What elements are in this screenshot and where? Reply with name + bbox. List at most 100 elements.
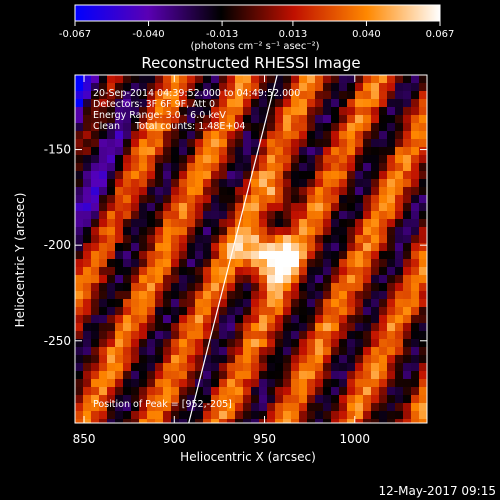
heatmap-cell xyxy=(363,363,372,372)
heatmap-cell xyxy=(163,115,172,124)
heatmap-cell xyxy=(251,419,260,423)
heatmap-cell xyxy=(219,379,228,388)
heatmap-cell xyxy=(91,139,100,148)
heatmap-cell xyxy=(347,179,356,188)
heatmap-cell xyxy=(139,179,148,188)
heatmap-cell xyxy=(339,251,348,260)
heatmap-cell xyxy=(155,123,164,132)
heatmap-cell xyxy=(163,339,172,348)
heatmap-cell xyxy=(163,235,172,244)
heatmap-cell xyxy=(291,195,300,204)
heatmap-cell xyxy=(83,307,92,316)
heatmap-cell xyxy=(179,403,188,412)
heatmap-cell xyxy=(227,371,236,380)
heatmap-cell xyxy=(371,235,380,244)
heatmap-cell xyxy=(243,379,252,388)
heatmap-cell xyxy=(131,275,140,284)
heatmap-cell xyxy=(243,243,252,252)
heatmap-cell xyxy=(347,115,356,124)
heatmap-cell xyxy=(195,83,204,92)
heatmap-cell xyxy=(315,411,324,420)
heatmap-cell xyxy=(355,339,364,348)
heatmap-cell xyxy=(219,139,228,148)
heatmap-cell xyxy=(235,163,244,172)
heatmap-cell xyxy=(139,99,148,108)
heatmap-cell xyxy=(179,379,188,388)
info-block: 20-Sep-2014 04:39:52.000 to 04:49:52.000… xyxy=(93,88,300,132)
heatmap-cell xyxy=(91,91,100,100)
heatmap-cell xyxy=(163,331,172,340)
heatmap-cell xyxy=(419,363,427,372)
heatmap-cell xyxy=(99,283,108,292)
heatmap-cell xyxy=(243,411,252,420)
heatmap-cell xyxy=(227,203,236,212)
heatmap-cell xyxy=(219,347,228,356)
heatmap-cell xyxy=(283,379,292,388)
heatmap-cell xyxy=(283,139,292,148)
heatmap-cell xyxy=(331,251,340,260)
heatmap-cell xyxy=(371,403,380,412)
heatmap-cell xyxy=(235,315,244,324)
heatmap-cell xyxy=(115,155,124,164)
heatmap-cell xyxy=(387,371,396,380)
heatmap-cell xyxy=(267,291,276,300)
heatmap-cell xyxy=(91,355,100,364)
colorbar-tick-label: -0.067 xyxy=(59,29,91,40)
heatmap-cell xyxy=(131,179,140,188)
heatmap-cell xyxy=(299,339,308,348)
heatmap-cell xyxy=(235,147,244,156)
heatmap-cell xyxy=(115,251,124,260)
heatmap-cell xyxy=(347,315,356,324)
heatmap-cell xyxy=(379,315,388,324)
heatmap-cell xyxy=(243,203,252,212)
heatmap-cell xyxy=(219,339,228,348)
heatmap-cell xyxy=(83,171,92,180)
heatmap-cell xyxy=(163,259,172,268)
heatmap-cell xyxy=(307,163,316,172)
heatmap-cell xyxy=(131,283,140,292)
heatmap-cell xyxy=(403,347,412,356)
heatmap-cell xyxy=(395,283,404,292)
heatmap-cell xyxy=(275,179,284,188)
heatmap-cell xyxy=(299,283,308,292)
heatmap-cell xyxy=(115,163,124,172)
heatmap-cell xyxy=(227,139,236,148)
heatmap-cell xyxy=(291,179,300,188)
heatmap-cell xyxy=(91,195,100,204)
heatmap-cell xyxy=(299,331,308,340)
heatmap-cell xyxy=(203,155,212,164)
heatmap-cell xyxy=(355,115,364,124)
heatmap-cell xyxy=(163,179,172,188)
heatmap-cell xyxy=(155,107,164,116)
heatmap-cell xyxy=(283,355,292,364)
heatmap-cell xyxy=(211,235,220,244)
heatmap-cell xyxy=(395,379,404,388)
heatmap-cell xyxy=(91,299,100,308)
heatmap-cell xyxy=(363,419,372,423)
heatmap-cell xyxy=(203,291,212,300)
heatmap-cell xyxy=(331,315,340,324)
heatmap-cell xyxy=(419,403,427,412)
heatmap-cell xyxy=(115,291,124,300)
heatmap-cell xyxy=(315,91,324,100)
heatmap-cell xyxy=(387,315,396,324)
heatmap-cell xyxy=(179,267,188,276)
heatmap-cell xyxy=(299,123,308,132)
heatmap-cell xyxy=(323,339,332,348)
heatmap-cell xyxy=(195,403,204,412)
heatmap-cell xyxy=(363,179,372,188)
heatmap-cell xyxy=(155,203,164,212)
heatmap-cell xyxy=(179,347,188,356)
heatmap-cell xyxy=(115,123,124,132)
heatmap-cell xyxy=(83,227,92,236)
heatmap-cell xyxy=(315,339,324,348)
heatmap-cell xyxy=(315,235,324,244)
heatmap-cell xyxy=(339,355,348,364)
heatmap-cell xyxy=(251,235,260,244)
heatmap-cell xyxy=(131,355,140,364)
heatmap-cell xyxy=(235,355,244,364)
heatmap-cell xyxy=(387,347,396,356)
heatmap-cell xyxy=(347,251,356,260)
heatmap-cell xyxy=(267,171,276,180)
heatmap-cell xyxy=(323,147,332,156)
